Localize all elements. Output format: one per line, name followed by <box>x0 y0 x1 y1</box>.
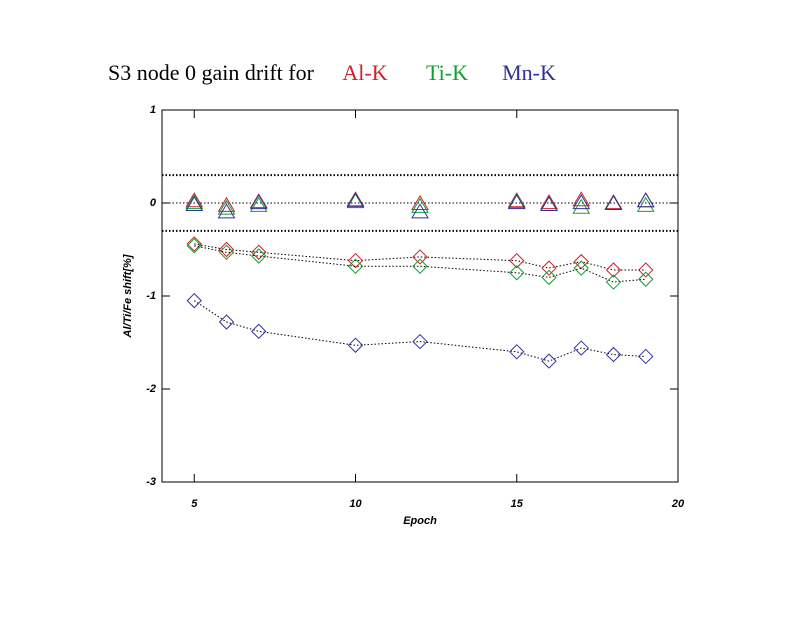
x-tick-label: 10 <box>349 498 362 510</box>
diamond-marker <box>605 262 622 278</box>
diamond-marker <box>573 253 589 270</box>
triangle-marker <box>636 192 655 208</box>
triangle-marker <box>572 198 591 214</box>
x-axis-label: Epoch <box>403 515 437 527</box>
diamond-marker <box>541 353 557 369</box>
triangle-marker <box>185 194 204 210</box>
triangle-marker <box>540 195 558 211</box>
diamond-marker <box>412 258 428 274</box>
connector-line <box>194 245 646 283</box>
diamond-marker <box>541 260 557 276</box>
triangle-marker <box>249 196 268 212</box>
y-tick-label: -2 <box>146 383 156 395</box>
diamond-marker <box>573 340 589 356</box>
triangle-marker <box>217 203 236 219</box>
diamond-marker <box>186 292 202 309</box>
diamond-marker <box>186 236 202 252</box>
diamond-marker <box>605 274 622 290</box>
diamond-marker <box>347 258 364 274</box>
triangle-marker <box>411 197 429 213</box>
x-tick-label: 15 <box>511 498 524 510</box>
legend-entry: Mn-K <box>502 60 556 85</box>
diamond-marker <box>412 249 428 265</box>
diamond-marker <box>638 262 654 278</box>
diamond-marker <box>218 244 235 260</box>
diamond-marker <box>573 260 589 276</box>
triangle-marker <box>540 194 558 210</box>
diamond-marker <box>509 344 525 360</box>
triangle-marker <box>217 196 236 212</box>
triangle-marker <box>185 192 204 208</box>
diamond-marker <box>412 333 428 350</box>
triangle-marker <box>572 191 591 207</box>
diamond-marker <box>347 252 364 269</box>
diamond-marker <box>186 238 202 254</box>
y-tick-label: 1 <box>150 104 156 116</box>
diamond-marker <box>347 337 364 353</box>
connector-line <box>193 300 646 362</box>
diamond-marker <box>541 269 557 286</box>
chart-title: S3 node 0 gain drift for <box>108 60 315 85</box>
triangle-marker <box>185 195 204 211</box>
legend-entry: Ti-K <box>426 60 468 85</box>
triangle-marker <box>217 199 236 215</box>
diamond-marker <box>509 252 525 269</box>
diamond-marker <box>218 314 235 330</box>
y-axis-label: Al/Ti/Fe shift[%] <box>122 254 134 338</box>
connector-line <box>194 243 646 271</box>
triangle-marker <box>249 194 268 210</box>
triangle-marker <box>604 194 623 211</box>
triangle-marker <box>572 194 591 210</box>
legend-entry: Al-K <box>342 60 387 85</box>
x-tick-label: 20 <box>671 498 685 510</box>
diamond-marker <box>638 348 654 365</box>
diamond-marker <box>218 241 235 258</box>
y-tick-label: -3 <box>146 476 156 488</box>
triangle-marker <box>507 194 526 210</box>
diamond-marker <box>605 346 622 363</box>
diamond-marker <box>251 323 267 340</box>
triangle-marker <box>411 194 429 211</box>
y-tick-label: 0 <box>150 197 157 209</box>
triangle-marker <box>346 192 365 208</box>
diamond-marker <box>509 265 525 281</box>
diamond-marker <box>251 248 267 264</box>
diamond-marker <box>251 244 267 260</box>
triangle-marker <box>411 203 429 219</box>
x-tick-label: 5 <box>191 498 198 510</box>
diamond-marker <box>638 271 654 287</box>
triangle-marker <box>636 196 655 212</box>
y-tick-label: -1 <box>146 290 156 302</box>
